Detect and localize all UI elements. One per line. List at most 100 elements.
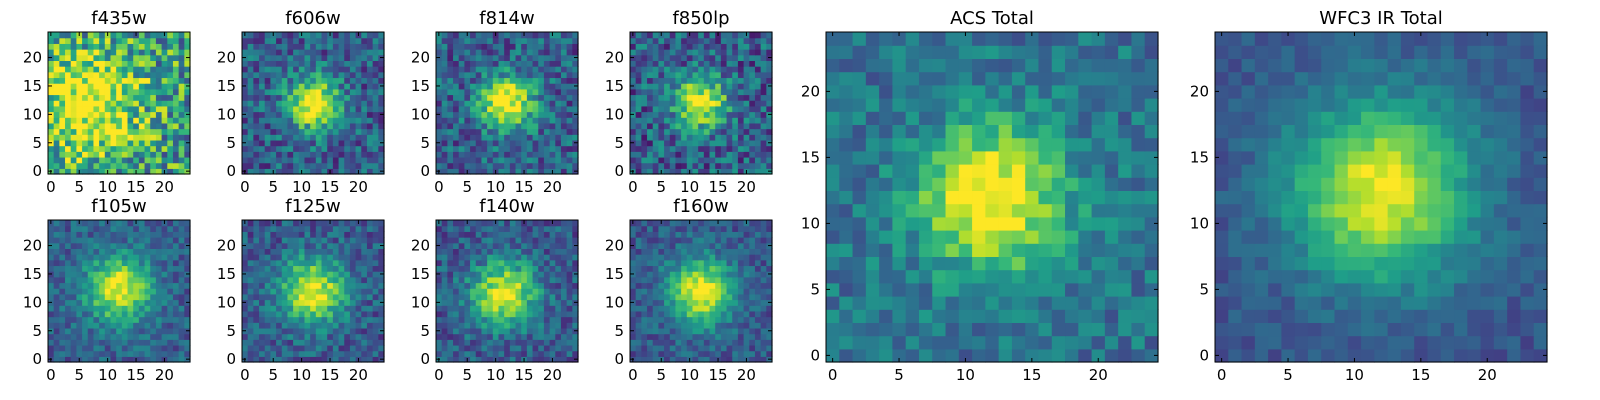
heatmap-cell <box>53 339 60 346</box>
heatmap-cell <box>259 327 266 335</box>
heatmap-cell <box>253 37 260 44</box>
heatmap-cell <box>349 88 357 96</box>
heatmap-cell <box>492 339 500 346</box>
heatmap-cell <box>76 242 83 249</box>
heatmap-cell <box>641 162 648 169</box>
heatmap-cell <box>492 327 500 335</box>
heatmap-cell <box>555 117 562 124</box>
heatmap-cell <box>555 242 562 249</box>
heatmap-cell <box>470 220 477 227</box>
heatmap-cell <box>344 265 351 272</box>
heatmap-cell <box>332 37 340 44</box>
heatmap-cell <box>293 100 300 107</box>
heatmap-cell <box>144 134 151 141</box>
heatmap-cell <box>515 111 522 118</box>
heatmap-cell <box>338 350 345 357</box>
heatmap-cell <box>178 156 185 164</box>
heatmap-cell <box>692 105 699 113</box>
heatmap-cell <box>298 322 306 329</box>
heatmap-cell <box>378 231 385 238</box>
heatmap-cell <box>172 49 180 56</box>
heatmap-cell <box>549 344 556 352</box>
heatmap-cell <box>760 105 767 113</box>
heatmap-cell <box>242 288 249 295</box>
heatmap-cell <box>749 71 756 79</box>
heatmap-cell <box>332 88 340 96</box>
heatmap-cell <box>743 327 750 335</box>
heatmap-cell <box>681 350 688 357</box>
heatmap-cell <box>532 299 539 306</box>
heatmap-cell <box>675 156 682 164</box>
heatmap-cell <box>543 310 551 318</box>
heatmap-cell <box>242 66 249 73</box>
heatmap-cell <box>293 49 300 56</box>
heatmap-cell <box>304 339 311 346</box>
heatmap-cell <box>749 94 756 101</box>
heatmap-cell <box>749 276 756 284</box>
heatmap-cell <box>749 322 756 329</box>
heatmap-cell <box>737 111 745 118</box>
heatmap-cell <box>247 271 254 278</box>
heatmap-cell <box>93 43 100 50</box>
heatmap-cell <box>338 43 345 50</box>
heatmap-cell <box>133 237 140 244</box>
heatmap-cell <box>447 288 454 295</box>
heatmap-cell <box>766 145 773 152</box>
heatmap-cell <box>178 356 185 363</box>
heatmap-cell <box>138 288 146 295</box>
heatmap-cell <box>138 100 146 107</box>
heatmap-cell <box>743 128 750 135</box>
heatmap-cell <box>664 94 671 101</box>
heatmap-cell <box>641 310 648 318</box>
heatmap-cell <box>298 54 306 61</box>
heatmap-cell <box>355 156 362 164</box>
heatmap-cell <box>355 333 362 340</box>
heatmap-cell <box>487 356 494 363</box>
heatmap-cell <box>686 105 694 113</box>
heatmap-cell <box>504 111 511 118</box>
heatmap-cell <box>487 293 494 301</box>
heatmap-cell <box>498 134 505 141</box>
heatmap-cell <box>760 134 767 141</box>
heatmap-cell <box>276 71 283 79</box>
heatmap-cell <box>692 128 699 135</box>
heatmap-cell <box>161 54 168 61</box>
heatmap-cell <box>161 43 168 50</box>
heatmap-cell <box>686 88 694 96</box>
heatmap-cell <box>70 117 77 124</box>
heatmap-cell <box>344 151 351 158</box>
heatmap-cell <box>59 322 66 329</box>
heatmap-cell <box>327 49 334 56</box>
heatmap-cell <box>138 117 146 124</box>
heatmap-cell <box>436 128 443 135</box>
heatmap-cell <box>121 83 129 90</box>
heatmap-cell <box>264 156 271 164</box>
heatmap-cell <box>743 77 750 84</box>
heatmap-cell <box>332 122 340 130</box>
heatmap-cell <box>242 156 249 164</box>
heatmap-cell <box>65 225 72 232</box>
heatmap-cell <box>161 231 168 238</box>
heatmap-cell <box>647 43 654 50</box>
heatmap-cell <box>743 299 750 306</box>
heatmap-cell <box>458 282 465 289</box>
heatmap-cell <box>555 225 562 232</box>
heatmap-cell <box>743 134 750 141</box>
heatmap-cell <box>453 276 460 284</box>
heatmap-cell <box>276 88 283 96</box>
heatmap-cell <box>647 77 654 84</box>
heatmap-cell <box>675 310 682 318</box>
heatmap-cell <box>709 43 716 50</box>
heatmap-cell <box>766 344 773 352</box>
heatmap-cell <box>566 237 573 244</box>
heatmap-cell <box>732 37 739 44</box>
heatmap-cell <box>155 156 163 164</box>
heatmap-cell <box>281 350 289 357</box>
heatmap-cell <box>281 254 289 261</box>
heatmap-cell <box>470 128 477 135</box>
heatmap-cell <box>658 139 665 147</box>
heatmap-cell <box>749 293 756 301</box>
heatmap-cell <box>361 322 368 329</box>
heatmap-cell <box>652 43 659 50</box>
heatmap-cell <box>332 305 340 312</box>
